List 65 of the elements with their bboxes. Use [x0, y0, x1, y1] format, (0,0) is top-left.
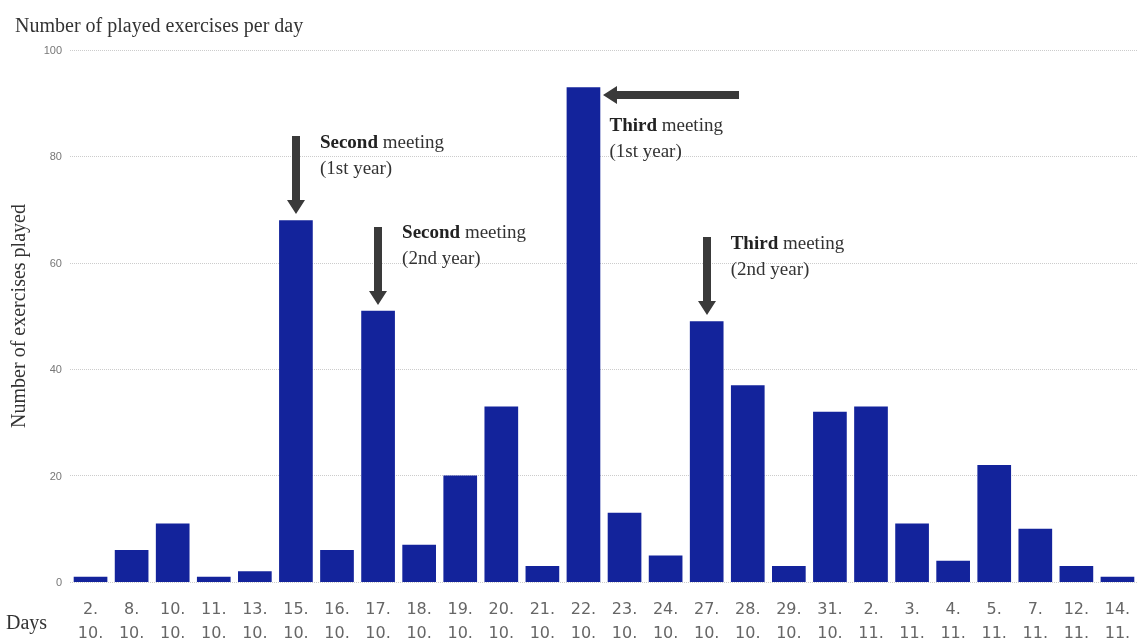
bar	[977, 464, 1012, 582]
annotation: Third meeting (1st year)	[609, 113, 724, 162]
x-tick-label: 17. 10.	[365, 598, 391, 642]
bar	[443, 475, 478, 582]
x-tick-label: 8. 10.	[118, 598, 145, 642]
x-tick-label: 11. 10.	[201, 598, 227, 642]
x-tick-label: 22. 10.	[570, 598, 597, 642]
bar	[238, 571, 272, 582]
bar	[155, 523, 190, 582]
x-tick-label: 12. 11.	[1063, 598, 1090, 642]
x-tick-label: 14. 11.	[1104, 598, 1131, 642]
x-axis-title: Days	[6, 611, 48, 634]
y-tick-label: 20	[49, 469, 62, 482]
x-tick-label: 31. 10.	[817, 598, 843, 642]
bar	[772, 566, 806, 582]
x-tick-label: 13. 10.	[242, 598, 268, 642]
bar	[813, 411, 847, 582]
bar	[484, 406, 519, 582]
bar	[689, 321, 724, 582]
x-tick-label: 16. 10.	[324, 598, 350, 642]
x-tick-label: 29. 10.	[776, 598, 802, 642]
y-tick-label: 80	[49, 150, 62, 163]
chart-title: Number of played exercises per day	[15, 14, 304, 37]
bar	[730, 385, 765, 582]
x-tick-label: 20. 10.	[488, 598, 515, 642]
bar	[648, 555, 683, 582]
x-tick-label: 19. 10.	[447, 598, 473, 642]
bar	[607, 512, 642, 582]
bar	[936, 560, 970, 582]
y-tick-label: 100	[43, 44, 62, 56]
x-tick-label: 5. 11.	[981, 598, 1007, 642]
bar	[320, 550, 354, 582]
x-tick-label: 24. 10.	[652, 598, 679, 642]
x-tick-label: 3. 11.	[899, 598, 925, 642]
bar	[73, 576, 108, 582]
y-tick-label: 60	[49, 256, 62, 269]
x-tick-label: 27. 10.	[693, 598, 720, 642]
bar	[279, 220, 313, 582]
x-tick-label: 28. 10.	[735, 598, 761, 642]
x-tick-label: 15. 10.	[283, 598, 309, 642]
bar	[1100, 576, 1135, 582]
x-tick-label: 4. 11.	[940, 598, 966, 642]
y-tick-label: 0	[55, 576, 62, 588]
bar	[1018, 528, 1053, 582]
x-tick-label: 10. 10.	[159, 598, 186, 642]
bar	[1059, 566, 1094, 582]
bar	[402, 544, 436, 582]
x-tick-label: 7. 11.	[1022, 598, 1049, 642]
annotation: Second meeting (1st year)	[319, 130, 445, 179]
bar	[196, 576, 231, 582]
x-tick-label: 2. 10.	[77, 598, 104, 642]
bar	[361, 310, 395, 582]
x-tick-label: 2. 11.	[858, 598, 884, 642]
annotation: Third meeting (2nd year)	[730, 231, 845, 280]
y-tick-label: 40	[49, 363, 62, 376]
annotation: Second meeting (2nd year)	[402, 221, 527, 270]
x-tick-label: 21. 10.	[529, 598, 556, 642]
bar	[854, 406, 888, 582]
bar	[895, 523, 929, 582]
bar	[525, 566, 560, 582]
bar	[114, 550, 149, 582]
x-tick-label: 23. 10.	[611, 598, 638, 642]
y-axis-title: Number of exercises played	[7, 204, 30, 428]
bar	[566, 87, 601, 582]
x-tick-label: 18. 10.	[406, 598, 432, 642]
